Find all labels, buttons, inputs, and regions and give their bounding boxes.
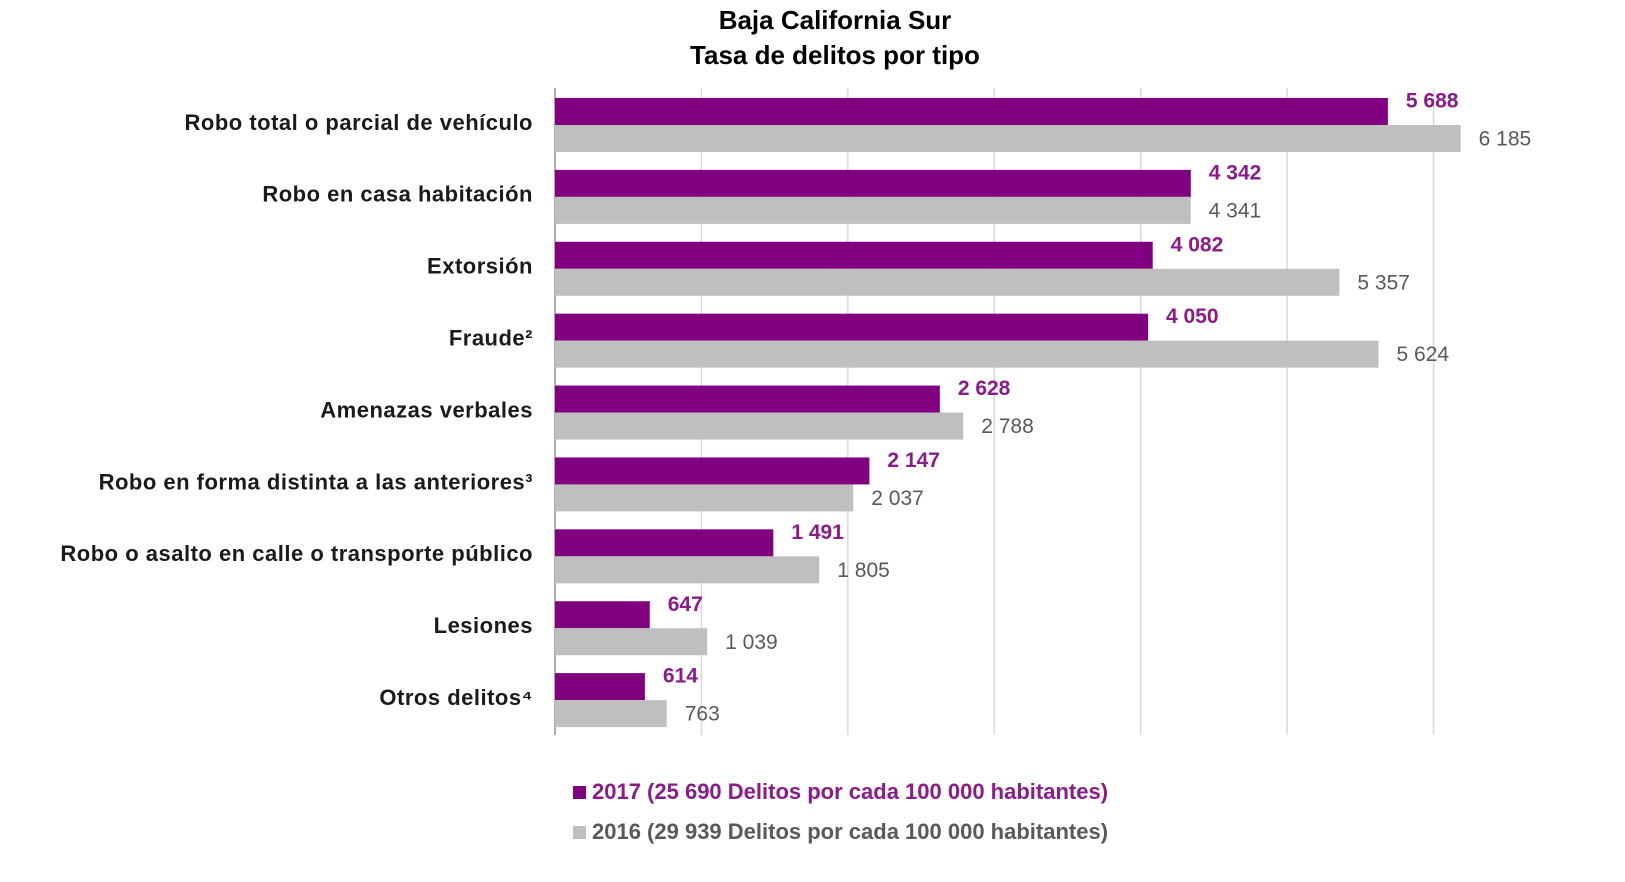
y-tick-label: Amenazas verbales (320, 397, 533, 422)
bar (555, 169, 1191, 197)
legend-swatch (573, 786, 586, 799)
y-tick-label: Lesiones (434, 613, 533, 638)
data-label: 2 628 (958, 377, 1011, 400)
data-label: 1 805 (837, 559, 890, 582)
data-label: 2 147 (887, 449, 940, 472)
legend-label: 2016 (29 939 Delitos por cada 100 000 ha… (592, 819, 1108, 844)
data-label: 1 491 (791, 521, 844, 544)
bar (555, 313, 1149, 341)
bar (555, 125, 1461, 152)
legend-label: 2017 (25 690 Delitos por cada 100 000 ha… (592, 779, 1108, 804)
bar (555, 529, 774, 557)
data-label: 4 342 (1209, 161, 1262, 184)
data-label: 5 624 (1397, 343, 1450, 366)
bar (555, 412, 964, 440)
bar (555, 484, 854, 512)
bar (555, 673, 645, 701)
bar (555, 385, 940, 413)
chart-title: Baja California Sur (719, 5, 952, 35)
data-label: 4 050 (1166, 305, 1219, 328)
data-label: 5 357 (1357, 271, 1410, 294)
y-tick-label: Extorsión (427, 254, 533, 279)
y-tick-label: Robo total o parcial de vehículo (185, 110, 534, 135)
y-tick-label: Robo o asalto en calle o transporte públ… (60, 541, 533, 566)
data-label: 763 (685, 703, 720, 726)
data-label: 2 788 (981, 415, 1034, 438)
data-label: 1 039 (725, 631, 778, 654)
y-tick-label: Robo en forma distinta a las anteriores³ (99, 469, 533, 494)
data-label: 2 037 (871, 487, 924, 510)
bar (555, 98, 1388, 125)
data-label: 6 185 (1479, 128, 1532, 151)
bar (555, 196, 1191, 224)
legend-swatch (573, 826, 586, 839)
bar (555, 601, 650, 629)
bar (555, 556, 820, 584)
bar (555, 268, 1340, 296)
data-label: 647 (668, 593, 703, 616)
y-tick-label: Otros delitos⁴ (379, 685, 533, 710)
bar (555, 700, 667, 728)
y-tick-label: Fraude² (449, 325, 533, 350)
data-label: 4 082 (1171, 233, 1224, 256)
data-label: 4 341 (1209, 199, 1262, 222)
chart-title: Tasa de delitos por tipo (690, 40, 980, 70)
bar (555, 241, 1153, 269)
data-label: 5 688 (1406, 90, 1459, 113)
y-tick-label: Robo en casa habitación (262, 182, 533, 207)
data-label: 614 (663, 665, 698, 688)
bar (555, 457, 870, 485)
bar (555, 340, 1379, 368)
bar (555, 628, 708, 656)
